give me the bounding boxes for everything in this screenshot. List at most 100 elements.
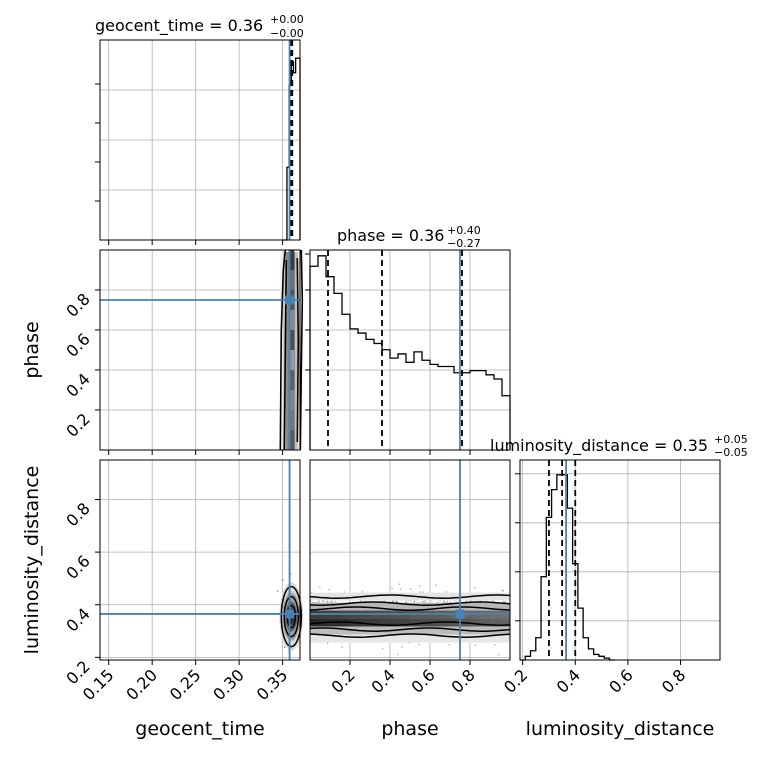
panel-luminosity-distance-hist-xtick-label-0: 0.2	[500, 665, 531, 696]
panel-luminosity-distance-vs-geocent-time-xtick-label-2: 0.25	[166, 665, 205, 704]
panel-luminosity-distance-vs-phase-sample-954	[473, 586, 476, 589]
ylabel-luminosity-distance: luminosity_distance	[21, 466, 43, 655]
panel-luminosity-distance-vs-phase-sample-527	[318, 600, 320, 603]
panel-luminosity-distance-vs-phase-density-1-0	[320, 592, 331, 601]
panel-luminosity-distance-vs-phase: 0.2 0.4 0.6 0.8	[309, 459, 511, 697]
panel-luminosity-distance-hist-xtick-label-1: 0.4	[553, 665, 584, 696]
panel-luminosity-distance-vs-phase-sample-89	[465, 600, 468, 602]
panel-luminosity-distance-vs-phase-sample-880	[448, 643, 451, 646]
panel-luminosity-distance-vs-phase-contour-2	[309, 606, 511, 611]
panel-luminosity-distance-vs-phase-sample-833	[326, 642, 329, 644]
panel-phase-vs-geocent-time-density-block-4	[289, 330, 295, 350]
panel-luminosity-distance-vs-phase-density-1-4	[320, 626, 331, 635]
panel-luminosity-distance-vs-phase-density-14-5	[450, 634, 461, 643]
panel-luminosity-distance-vs-phase-density-18-3	[490, 618, 501, 627]
panel-luminosity-distance-vs-phase-contour-4	[309, 627, 511, 632]
panel-luminosity-distance-vs-phase-sample-594	[319, 586, 321, 589]
panel-luminosity-distance-vs-phase-density-9-5	[400, 634, 411, 643]
panel-luminosity-distance-vs-geocent-time-sample-213	[281, 579, 284, 581]
title-luminosity-distance: luminosity_distance = 0.35	[490, 436, 708, 456]
panel-luminosity-distance-hist-border	[519, 459, 721, 661]
panel-luminosity-distance-vs-phase-density-12-4	[430, 626, 441, 635]
panel-luminosity-distance-vs-phase-sample-1102	[396, 601, 399, 603]
panel-luminosity-distance-vs-phase-density-15-5	[460, 634, 471, 643]
panel-luminosity-distance-vs-phase-contour-5	[309, 633, 511, 638]
panel-luminosity-distance-vs-phase-sample-916	[422, 591, 424, 593]
panel-luminosity-distance-vs-phase-sample-1011	[424, 600, 427, 602]
panel-luminosity-distance-vs-geocent-time-sample-263	[276, 590, 279, 592]
panel-luminosity-distance-vs-phase-sample-1327	[434, 584, 437, 586]
panel-luminosity-distance-vs-phase-xtick-label-2: 0.6	[407, 665, 438, 696]
panel-luminosity-distance-vs-phase-density-6-3	[370, 618, 381, 627]
panel-luminosity-distance-vs-phase-density-8-0	[390, 592, 401, 601]
panel-phase-hist-border	[309, 249, 511, 451]
panel-luminosity-distance-vs-phase-density-19-3	[500, 618, 511, 627]
title-geocent-time-plus: +0.00	[270, 13, 304, 26]
panel-luminosity-distance-vs-phase-density-19-5	[500, 634, 511, 643]
panel-luminosity-distance-hist: 0.2 0.4 0.6 0.8	[500, 459, 721, 697]
panel-luminosity-distance-vs-geocent-time-bg	[100, 460, 300, 660]
panel-luminosity-distance-vs-phase-density-9-3	[400, 618, 411, 627]
panel-geocent-time-hist	[95, 39, 301, 245]
panel-luminosity-distance-vs-phase-density-17-0	[480, 592, 491, 601]
panel-luminosity-distance-vs-geocent-time-contour-0	[280, 585, 303, 648]
panel-luminosity-distance-vs-phase-density-2-0	[330, 592, 341, 601]
panel-luminosity-distance-vs-phase-density-18-5	[490, 634, 501, 643]
panel-phase-vs-geocent-time-ytick-label-0: 0.2	[62, 409, 93, 440]
panel-phase-vs-geocent-time-density-block-8	[289, 410, 295, 430]
panel-luminosity-distance-hist-xtick-label-3: 0.8	[658, 665, 689, 696]
panel-phase-vs-geocent-time-contour-1	[299, 249, 304, 451]
panel-phase-vs-geocent-time-ytick-label-1: 0.4	[62, 369, 93, 400]
panel-luminosity-distance-vs-phase-sample-1053	[418, 643, 421, 646]
panel-luminosity-distance-vs-phase-density-19-1	[500, 602, 511, 611]
panel-luminosity-distance-vs-phase-sample-984	[498, 653, 500, 656]
panel-luminosity-distance-vs-phase-sample-1180	[391, 587, 393, 590]
panel-phase-vs-geocent-time-density-block-9	[289, 430, 295, 450]
xlabel-phase: phase	[381, 718, 438, 740]
panel-luminosity-distance-vs-geocent-time-border	[99, 459, 301, 661]
panel-luminosity-distance-vs-geocent-time-contour-1	[283, 595, 300, 638]
panel-luminosity-distance-vs-phase-density-11-5	[420, 634, 431, 643]
panel-geocent-time-hist-border	[99, 39, 301, 241]
panel-luminosity-distance-vs-geocent-time-xtick-label-1: 0.20	[122, 665, 161, 704]
panel-phase-vs-geocent-time-density-block-1	[289, 270, 295, 290]
panel-luminosity-distance-hist-histogram	[520, 474, 615, 661]
panel-luminosity-distance-vs-phase-density-3-4	[340, 626, 351, 635]
panel-luminosity-distance-vs-phase-sample-774	[423, 601, 425, 603]
title-phase: phase = 0.36	[337, 226, 444, 245]
panels-layer: 0.2 0.4 0.6 0.8 0.15 0.20 0.25 0.30 0.350.20.40.…	[62, 39, 721, 704]
panel-luminosity-distance-vs-phase-sample-496	[405, 600, 408, 603]
panel-luminosity-distance-vs-phase-sample-857	[501, 589, 504, 592]
panel-luminosity-distance-vs-phase-sample-7	[326, 600, 329, 603]
panel-luminosity-distance-vs-phase-density-10-1	[410, 602, 421, 611]
panel-luminosity-distance-vs-phase-density-13-5	[440, 634, 451, 643]
panel-luminosity-distance-vs-phase-sample-109	[502, 589, 505, 592]
panel-luminosity-distance-vs-phase-density-16-1	[470, 602, 481, 611]
title-geocent-time: geocent_time = 0.36	[95, 16, 263, 36]
panel-luminosity-distance-vs-phase-sample-63	[409, 588, 412, 590]
panel-luminosity-distance-vs-phase-sample-942	[395, 600, 398, 603]
panel-luminosity-distance-vs-phase-sample-836	[494, 644, 496, 646]
panel-luminosity-distance-vs-phase-density-12-0	[430, 592, 441, 601]
xlabel-luminosity-distance: luminosity_distance	[526, 718, 715, 740]
panel-luminosity-distance-vs-phase-density-13-1	[440, 602, 451, 611]
panel-luminosity-distance-vs-phase-density-10-5	[410, 634, 421, 643]
panel-phase-vs-geocent-time-density-col-6	[297, 252, 302, 450]
title-phase-plus: +0.40	[447, 224, 481, 237]
panel-luminosity-distance-vs-phase-density-18-1	[490, 602, 501, 611]
panel-luminosity-distance-vs-geocent-time-ytick-label-2: 0.6	[62, 551, 93, 582]
panel-phase-vs-geocent-time-density-block-0	[289, 250, 295, 270]
panel-luminosity-distance-vs-geocent-time: 0.15 0.20 0.25 0.30 0.350.20.40.60.8	[62, 459, 304, 704]
panel-luminosity-distance-vs-phase-density-17-5	[480, 634, 491, 643]
panel-luminosity-distance-vs-phase-density-6-0	[370, 592, 381, 601]
panel-phase-vs-geocent-time-border	[99, 249, 301, 451]
panel-luminosity-distance-vs-phase-density-7-1	[380, 602, 391, 611]
panel-luminosity-distance-vs-phase-truth-point	[455, 609, 465, 619]
panel-luminosity-distance-vs-phase-density-3-5	[340, 634, 351, 643]
panel-luminosity-distance-vs-phase-density-13-4	[440, 626, 451, 635]
panel-luminosity-distance-vs-phase-xtick-label-1: 0.4	[367, 665, 398, 696]
panel-luminosity-distance-vs-phase-density-13-0	[440, 592, 451, 601]
panel-luminosity-distance-vs-phase-density-10-4	[410, 626, 421, 635]
panel-phase-vs-geocent-time-density-col-5	[294, 252, 299, 450]
